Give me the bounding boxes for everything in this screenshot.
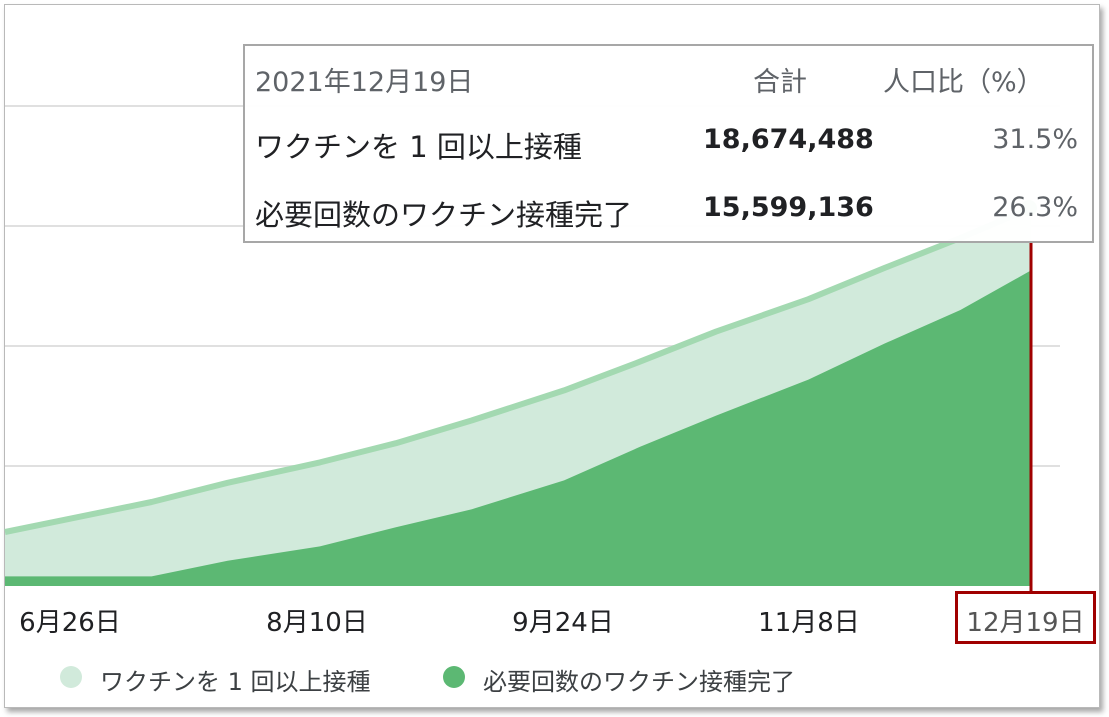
legend-swatch: [443, 666, 465, 688]
legend-label: ワクチンを 1 回以上接種: [100, 668, 371, 696]
x-tick-label: 9月24日: [512, 608, 614, 638]
data-tooltip: 2021年12月19日 合計 人口比（%） ワクチンを 1 回以上接種 18,6…: [243, 44, 1094, 243]
tooltip-row-one-dose: ワクチンを 1 回以上接種 18,674,488 31.5%: [245, 124, 1092, 164]
x-tick-label: 6月26日: [19, 608, 121, 638]
x-tick-label-selected: 12月19日: [966, 608, 1085, 638]
tooltip-header-total: 合計: [753, 67, 807, 98]
tooltip-row-total: 18,674,488: [703, 124, 874, 155]
tooltip-row-ratio: 31.5%: [992, 124, 1078, 155]
area-series-complete: [5, 270, 1031, 586]
tooltip-row-label: ワクチンを 1 回以上接種: [255, 130, 582, 164]
x-tick-label: 11月8日: [758, 608, 860, 638]
tooltip-row-total: 15,599,136: [703, 192, 874, 223]
tooltip-row-complete: 必要回数のワクチン接種完了 15,599,136 26.3%: [245, 192, 1092, 232]
tooltip-row-label: 必要回数のワクチン接種完了: [255, 198, 633, 232]
line-series-one-dose: [4, 205, 1033, 535]
x-tick-label: 8月10日: [266, 608, 368, 638]
tooltip-date: 2021年12月19日: [255, 67, 474, 98]
tooltip-row-ratio: 26.3%: [992, 192, 1078, 223]
legend-label: 必要回数のワクチン接種完了: [483, 668, 795, 696]
tooltip-header-ratio: 人口比（%）: [883, 67, 1044, 98]
legend-swatch: [60, 666, 82, 688]
selected-date-highlight: 12月19日: [955, 591, 1096, 644]
